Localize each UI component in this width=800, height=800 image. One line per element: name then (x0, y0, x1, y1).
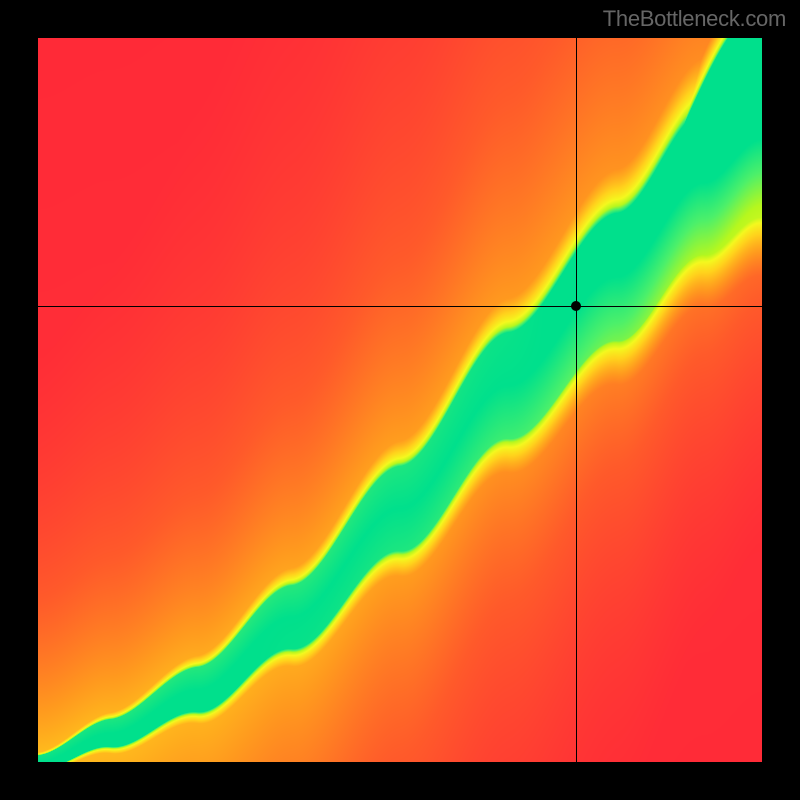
crosshair-horizontal (38, 306, 762, 307)
plot-area (38, 38, 762, 762)
watermark-text: TheBottleneck.com (603, 6, 786, 32)
crosshair-vertical (576, 38, 577, 762)
crosshair-marker-dot (571, 301, 581, 311)
bottleneck-heatmap (38, 38, 762, 762)
